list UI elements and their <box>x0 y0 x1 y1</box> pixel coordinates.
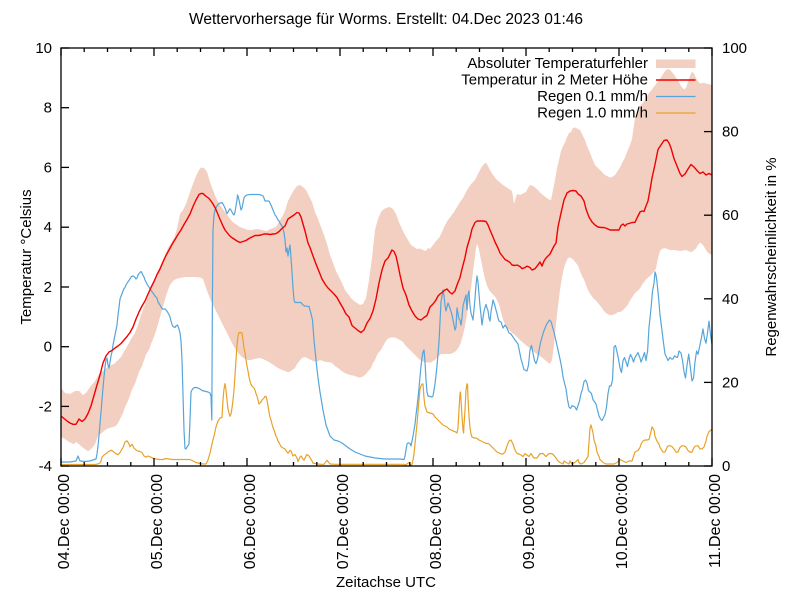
svg-text:80: 80 <box>722 124 739 141</box>
svg-text:Regen 0.1 mm/h: Regen 0.1 mm/h <box>537 88 648 105</box>
svg-text:-4: -4 <box>39 458 52 475</box>
svg-text:60: 60 <box>722 207 739 224</box>
svg-text:07.Dec 00:00: 07.Dec 00:00 <box>335 474 352 569</box>
svg-text:Regen 1.0 mm/h: Regen 1.0 mm/h <box>537 105 648 122</box>
svg-text:08.Dec 00:00: 08.Dec 00:00 <box>428 474 445 569</box>
svg-text:Regenwahrscheinlichkeit in %: Regenwahrscheinlichkeit in % <box>763 157 780 356</box>
svg-text:10.Dec 00:00: 10.Dec 00:00 <box>614 474 631 569</box>
svg-text:10: 10 <box>35 40 52 57</box>
svg-text:8: 8 <box>44 100 52 117</box>
svg-text:04.Dec 00:00: 04.Dec 00:00 <box>56 474 73 569</box>
svg-text:100: 100 <box>722 40 747 57</box>
svg-text:Zeitachse UTC: Zeitachse UTC <box>336 574 436 591</box>
svg-text:2: 2 <box>44 279 52 296</box>
svg-text:-2: -2 <box>39 398 52 415</box>
svg-text:Wettervorhersage für Worms. Er: Wettervorhersage für Worms. Erstellt: 04… <box>189 11 583 28</box>
svg-text:Temperatur °Celsius: Temperatur °Celsius <box>18 189 35 324</box>
svg-text:Absoluter Temperaturfehler: Absoluter Temperaturfehler <box>467 55 648 72</box>
svg-text:6: 6 <box>44 159 52 176</box>
svg-text:0: 0 <box>722 458 730 475</box>
svg-text:09.Dec 00:00: 09.Dec 00:00 <box>521 474 538 569</box>
svg-text:06.Dec 00:00: 06.Dec 00:00 <box>242 474 259 569</box>
svg-text:4: 4 <box>44 219 52 236</box>
svg-text:Temperatur in 2 Meter Höhe: Temperatur in 2 Meter Höhe <box>461 72 648 89</box>
svg-text:05.Dec 00:00: 05.Dec 00:00 <box>149 474 166 569</box>
svg-text:0: 0 <box>44 339 52 356</box>
svg-text:11.Dec 00:00: 11.Dec 00:00 <box>707 474 724 568</box>
svg-text:20: 20 <box>722 374 739 391</box>
svg-text:40: 40 <box>722 291 739 308</box>
